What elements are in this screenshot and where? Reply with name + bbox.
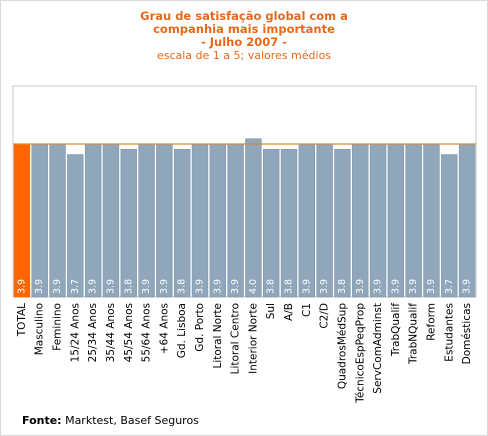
value-label-4: 3.7: [70, 279, 81, 294]
bar-1: [13, 143, 31, 298]
bar-14: [245, 138, 262, 298]
value-label-22: 3.9: [390, 279, 401, 294]
category-label-7: 45/54 Anos: [123, 303, 135, 362]
category-label-18: C2/D: [319, 303, 331, 329]
category-label-17: C1: [301, 303, 313, 317]
category-label-23: TrabNQualif: [408, 303, 420, 365]
value-label-6: 3.9: [105, 279, 116, 294]
category-label-5: 25/34 Anos: [87, 303, 99, 362]
value-label-18: 3.9: [319, 279, 330, 294]
bar-8: [138, 143, 155, 298]
value-label-2: 3.9: [34, 279, 45, 294]
chart-title-line-3: - Julho 2007 -: [200, 35, 288, 49]
category-label-16: A/B: [283, 303, 295, 321]
chart-subtitle: escala de 1 a 5; valores médios: [156, 49, 332, 62]
value-label-10: 3.8: [177, 279, 188, 294]
bar-23: [405, 143, 422, 298]
category-label-21: ServComAdminst: [372, 303, 384, 394]
category-label-22: TrabQualif: [390, 303, 402, 357]
value-label-26: 3.9: [462, 279, 473, 294]
bar-9: [156, 143, 173, 298]
bar-2: [31, 143, 48, 298]
category-label-25: Estudantes: [443, 303, 455, 362]
value-label-3: 3.9: [52, 279, 63, 294]
bar-26: [458, 143, 476, 298]
bar-24: [423, 143, 440, 298]
bar-20: [352, 143, 369, 298]
bar-7: [120, 149, 137, 298]
bar-12: [209, 143, 226, 298]
value-label-23: 3.9: [408, 279, 419, 294]
category-label-1: TOTAL: [16, 303, 28, 337]
value-label-19: 3.8: [337, 279, 348, 294]
value-label-20: 3.9: [355, 279, 366, 294]
bar-17: [298, 143, 316, 298]
value-label-12: 3.9: [212, 279, 223, 294]
value-label-15: 3.8: [266, 279, 277, 294]
category-label-10: Gd. Lisboa: [176, 303, 188, 358]
bar-4: [67, 154, 84, 298]
category-label-12: Litoral Norte: [212, 303, 224, 369]
category-label-26: Domésticas: [461, 303, 473, 364]
value-label-13: 3.9: [230, 279, 241, 294]
bar-11: [191, 143, 209, 298]
bar-21: [369, 143, 387, 298]
bar-10: [173, 149, 191, 298]
value-label-9: 3.9: [159, 279, 170, 294]
source-note: Fonte: Marktest, Basef Seguros: [22, 414, 199, 427]
category-label-15: Sul: [265, 303, 277, 319]
bar-19: [334, 149, 351, 298]
category-label-3: Feminino: [52, 303, 64, 351]
bar-22: [387, 143, 405, 298]
value-label-14: 4.0: [248, 279, 259, 294]
category-label-13: Litoral Centro: [230, 303, 242, 374]
value-label-5: 3.9: [88, 279, 99, 294]
value-label-11: 3.9: [194, 279, 205, 294]
value-label-24: 3.9: [426, 279, 437, 294]
category-label-20: TécnicoEspPeqProp: [354, 303, 366, 404]
bar-3: [49, 143, 66, 298]
chart-title-line-2: companhia mais importante: [153, 22, 335, 36]
category-label-24: Reform: [425, 303, 437, 341]
value-label-8: 3.9: [141, 279, 152, 294]
category-label-8: 55/64 Anos: [141, 303, 153, 362]
category-label-6: 35/44 Anos: [105, 303, 117, 362]
category-label-19: QuadrosMédSup: [336, 303, 348, 390]
value-label-16: 3.8: [284, 279, 295, 294]
category-label-9: +64 Anos: [158, 303, 170, 354]
source-text: Marktest, Basef Seguros: [61, 414, 199, 427]
bar-13: [227, 143, 244, 298]
category-label-4: 15/24 Anos: [69, 303, 81, 362]
chart-title-line-1: Grau de satisfação global com a: [140, 9, 348, 23]
value-label-17: 3.9: [301, 279, 312, 294]
bar-18: [316, 143, 333, 298]
source-label: Fonte:: [22, 414, 62, 427]
chart-title: Grau de satisfação global com a companhi…: [0, 10, 488, 63]
value-label-21: 3.9: [373, 279, 384, 294]
category-label-14: Interior Norte: [247, 303, 259, 374]
bar-25: [441, 154, 458, 298]
value-label-1: 3.9: [16, 279, 27, 294]
bar-6: [102, 143, 120, 298]
bar-16: [280, 149, 298, 298]
bar-15: [263, 149, 280, 298]
value-label-7: 3.8: [123, 279, 134, 294]
category-label-11: Gd. Porto: [194, 303, 206, 352]
category-label-2: Masculino: [34, 303, 46, 355]
bar-5: [84, 143, 102, 298]
value-label-25: 3.7: [444, 279, 455, 294]
